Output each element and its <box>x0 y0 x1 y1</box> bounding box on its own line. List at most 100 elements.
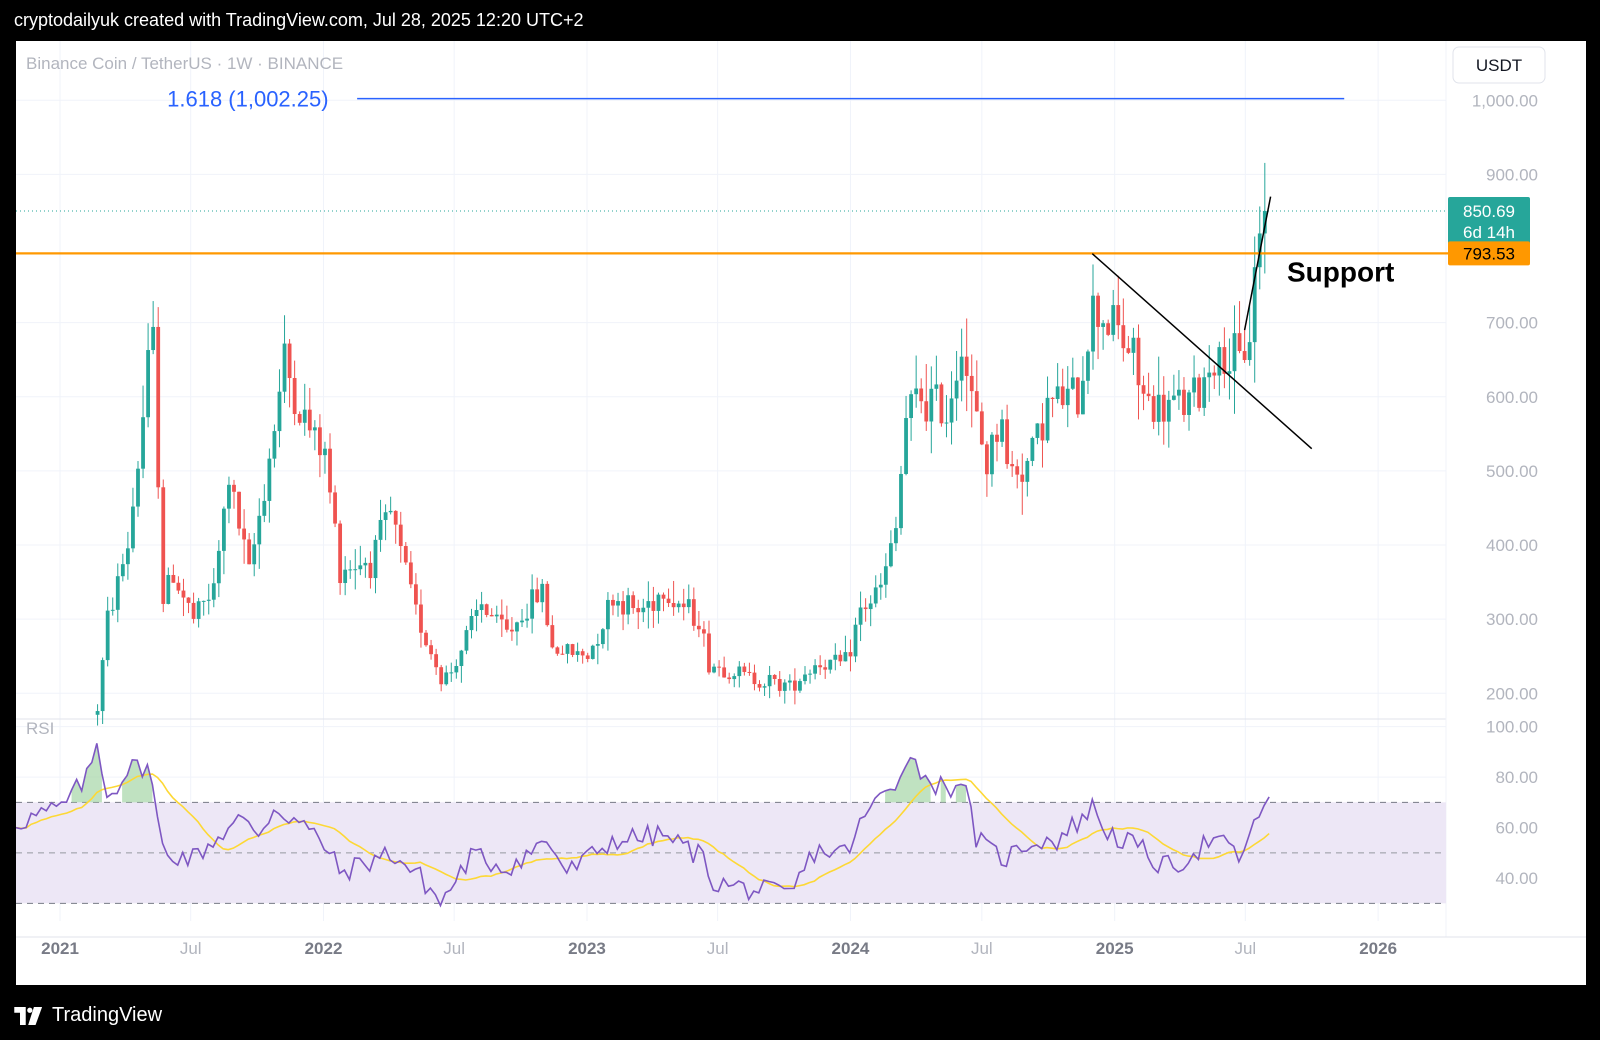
candle-up[interactable] <box>141 385 145 479</box>
candle-up[interactable] <box>257 498 262 569</box>
candle-down[interactable] <box>398 511 403 563</box>
candle-down[interactable] <box>681 588 686 621</box>
candle-up[interactable] <box>1101 320 1106 350</box>
candle-down[interactable] <box>429 639 433 660</box>
candle-up[interactable] <box>1091 264 1095 370</box>
candle-up[interactable] <box>378 499 383 552</box>
candle-up[interactable] <box>211 568 216 608</box>
candle-down[interactable] <box>585 652 590 663</box>
candle-up[interactable] <box>626 587 631 625</box>
candle-up[interactable] <box>206 583 211 615</box>
candle-up[interactable] <box>883 553 888 598</box>
candle-down[interactable] <box>328 433 332 504</box>
candle-down[interactable] <box>504 605 509 633</box>
candle-down[interactable] <box>560 645 565 655</box>
candle-down[interactable] <box>292 360 297 426</box>
candle-down[interactable] <box>232 479 236 509</box>
candle-down[interactable] <box>414 573 418 615</box>
candle-up[interactable] <box>120 553 125 582</box>
candle-up[interactable] <box>166 567 171 605</box>
candle-up[interactable] <box>125 531 130 580</box>
candle-up[interactable] <box>221 506 226 575</box>
candle-down[interactable] <box>919 378 924 414</box>
candle-down[interactable] <box>1075 377 1080 418</box>
candle-up[interactable] <box>1131 327 1136 375</box>
candle-up[interactable] <box>464 625 469 655</box>
candle-down[interactable] <box>702 621 706 647</box>
candle-up[interactable] <box>373 535 378 594</box>
candle-down[interactable] <box>186 597 191 614</box>
candle-down[interactable] <box>1040 403 1045 468</box>
candle-down[interactable] <box>727 672 732 684</box>
candle-up[interactable] <box>868 595 873 627</box>
candle-down[interactable] <box>666 588 671 608</box>
candle-up[interactable] <box>686 584 691 614</box>
candle-up[interactable] <box>904 395 908 476</box>
candle-up[interactable] <box>1065 366 1070 428</box>
candle-up[interactable] <box>1156 356 1161 436</box>
candle-down[interactable] <box>489 608 494 617</box>
candle-down[interactable] <box>1242 329 1247 363</box>
candle-down[interactable] <box>984 441 989 497</box>
candle-up[interactable] <box>1070 357 1075 390</box>
candle-up[interactable] <box>520 608 524 628</box>
candle-up[interactable] <box>227 476 231 524</box>
candle-up[interactable] <box>954 350 959 421</box>
candle-up[interactable] <box>115 563 120 623</box>
candle-up[interactable] <box>136 461 140 517</box>
candle-down[interactable] <box>722 656 727 678</box>
candle-down[interactable] <box>752 664 757 691</box>
candle-up[interactable] <box>1035 423 1040 445</box>
candle-down[interactable] <box>408 551 413 589</box>
candle-up[interactable] <box>1207 345 1212 402</box>
candle-up[interactable] <box>944 395 949 438</box>
candle-down[interactable] <box>545 581 550 627</box>
candle-down[interactable] <box>419 589 423 648</box>
candle-down[interactable] <box>1096 292 1100 360</box>
candle-up[interactable] <box>95 704 100 726</box>
candle-down[interactable] <box>924 364 929 431</box>
candle-up[interactable] <box>1217 341 1222 396</box>
candle-down[interactable] <box>393 510 398 544</box>
candle-down[interactable] <box>1106 319 1111 337</box>
candle-up[interactable] <box>262 484 267 523</box>
candle-down[interactable] <box>1126 335 1131 355</box>
candle-down[interactable] <box>696 611 701 638</box>
candle-down[interactable] <box>1222 327 1227 389</box>
candle-up[interactable] <box>959 328 964 402</box>
candle-up[interactable] <box>1166 390 1171 448</box>
candle-up[interactable] <box>1086 349 1090 394</box>
candle-down[interactable] <box>1197 373 1202 412</box>
candle-down[interactable] <box>823 659 828 679</box>
currency-button[interactable] <box>1452 46 1546 84</box>
candle-down[interactable] <box>1182 377 1186 422</box>
candle-down[interactable] <box>318 414 322 478</box>
candle-down[interactable] <box>403 542 408 565</box>
candle-down[interactable] <box>1146 372 1151 402</box>
candle-up[interactable] <box>813 659 817 680</box>
candle-down[interactable] <box>995 423 999 462</box>
candle-down[interactable] <box>510 617 514 641</box>
candle-down[interactable] <box>1212 365 1217 390</box>
candle-down[interactable] <box>707 620 711 675</box>
candle-up[interactable] <box>1171 374 1176 401</box>
candle-up[interactable] <box>1111 289 1116 342</box>
candle-down[interactable] <box>570 643 575 658</box>
candle-up[interactable] <box>1030 436 1035 467</box>
candle-up[interactable] <box>787 674 792 691</box>
candle-up[interactable] <box>899 465 903 535</box>
candle-up[interactable] <box>595 633 600 665</box>
candle-up[interactable] <box>1000 409 1004 447</box>
candle-up[interactable] <box>656 592 661 624</box>
candle-down[interactable] <box>555 646 560 656</box>
candle-up[interactable] <box>606 592 610 651</box>
candle-down[interactable] <box>156 307 161 499</box>
candle-down[interactable] <box>580 648 585 664</box>
candle-up[interactable] <box>454 659 459 679</box>
candle-up[interactable] <box>828 659 833 674</box>
trendline-breakout[interactable] <box>1243 196 1272 331</box>
candle-down[interactable] <box>631 591 636 614</box>
candle-up[interactable] <box>267 448 272 523</box>
candle-up[interactable] <box>575 642 580 662</box>
candle-up[interactable] <box>1202 367 1207 416</box>
